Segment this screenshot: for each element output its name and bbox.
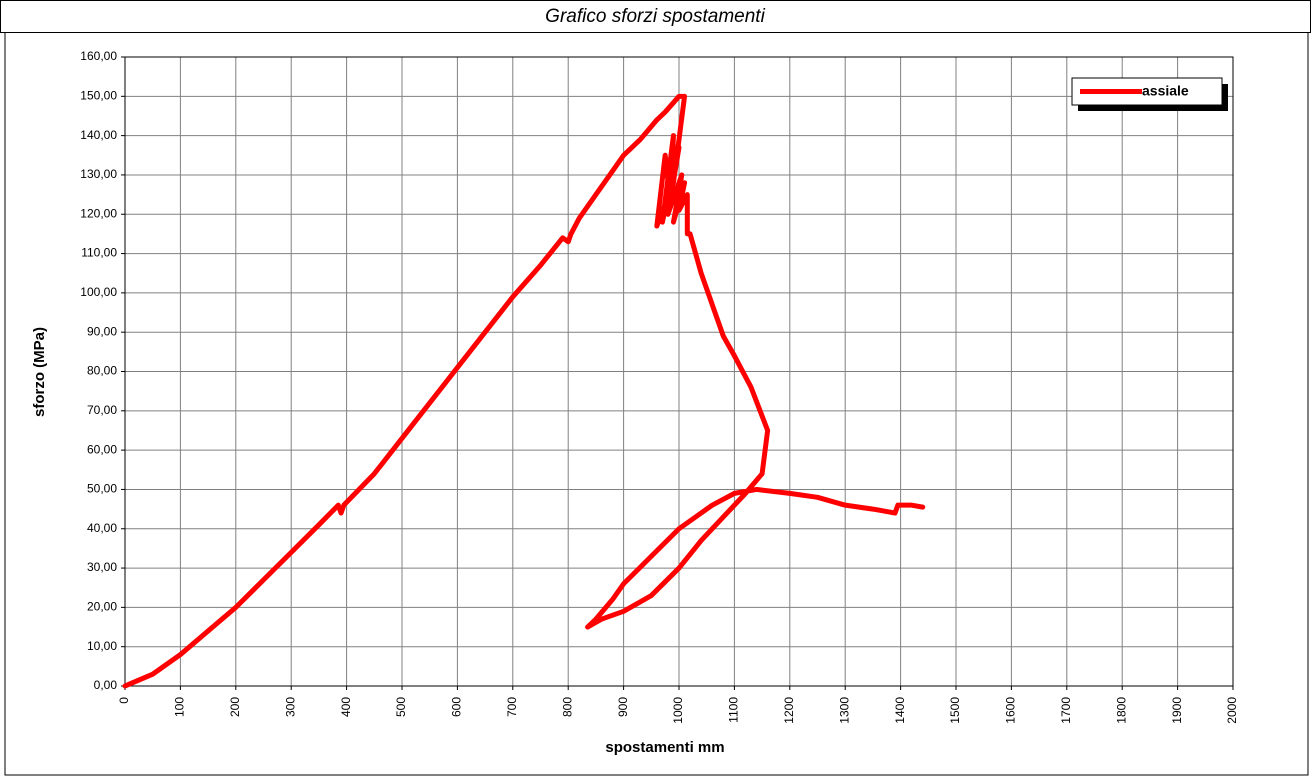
x-tick-label: 0 [117, 697, 131, 704]
x-axis-title: spostamenti mm [605, 739, 724, 756]
y-axis-title: sforzo (MPa) [31, 327, 48, 417]
y-tick-label: 100,00 [80, 285, 117, 299]
x-tick-label: 2000 [1225, 697, 1239, 724]
y-tick-label: 140,00 [80, 128, 117, 142]
x-tick-label: 1200 [782, 697, 796, 724]
y-tick-label: 20,00 [87, 600, 117, 614]
y-tick-label: 50,00 [87, 482, 117, 496]
y-tick-label: 110,00 [81, 246, 117, 260]
y-tick-label: 60,00 [87, 442, 117, 456]
x-tick-label: 1700 [1059, 697, 1073, 724]
y-tick-label: 0,00 [94, 678, 118, 692]
x-tick-label: 400 [339, 697, 353, 717]
x-tick-label: 300 [283, 697, 297, 717]
y-tick-label: 120,00 [80, 206, 117, 220]
x-tick-label: 1400 [893, 697, 907, 724]
x-tick-label: 1100 [727, 697, 741, 723]
x-tick-label: 100 [173, 697, 187, 717]
y-tick-label: 130,00 [80, 167, 117, 181]
x-tick-label: 500 [394, 697, 408, 717]
y-tick-label: 10,00 [87, 639, 117, 653]
plot-border [124, 56, 1234, 687]
y-tick-label: 30,00 [87, 560, 117, 574]
x-tick-label: 900 [616, 697, 630, 717]
x-tick-label: 1800 [1114, 697, 1128, 724]
y-tick-label: 70,00 [87, 403, 117, 417]
chart-frame [4, 0, 1309, 776]
y-tick-label: 90,00 [87, 324, 117, 338]
x-tick-label: 200 [228, 697, 242, 717]
y-tick-label: 160,00 [80, 49, 117, 63]
chart-title: Grafico sforzi spostamenti [545, 6, 765, 27]
x-tick-label: 600 [450, 697, 464, 717]
y-tick-label: 80,00 [87, 364, 117, 378]
x-tick-label: 1600 [1004, 697, 1018, 724]
x-tick-label: 1000 [671, 697, 685, 724]
title-bar [0, 0, 1311, 33]
x-tick-label: 1900 [1170, 697, 1184, 724]
y-tick-label: 150,00 [80, 88, 117, 102]
x-tick-label: 800 [560, 697, 574, 717]
x-tick-label: 1300 [837, 697, 851, 724]
legend-label: assiale [1142, 83, 1189, 99]
y-tick-label: 40,00 [87, 521, 117, 535]
x-tick-label: 1500 [948, 697, 962, 724]
data-line [122, 93, 926, 689]
x-tick-label: 700 [505, 697, 519, 717]
